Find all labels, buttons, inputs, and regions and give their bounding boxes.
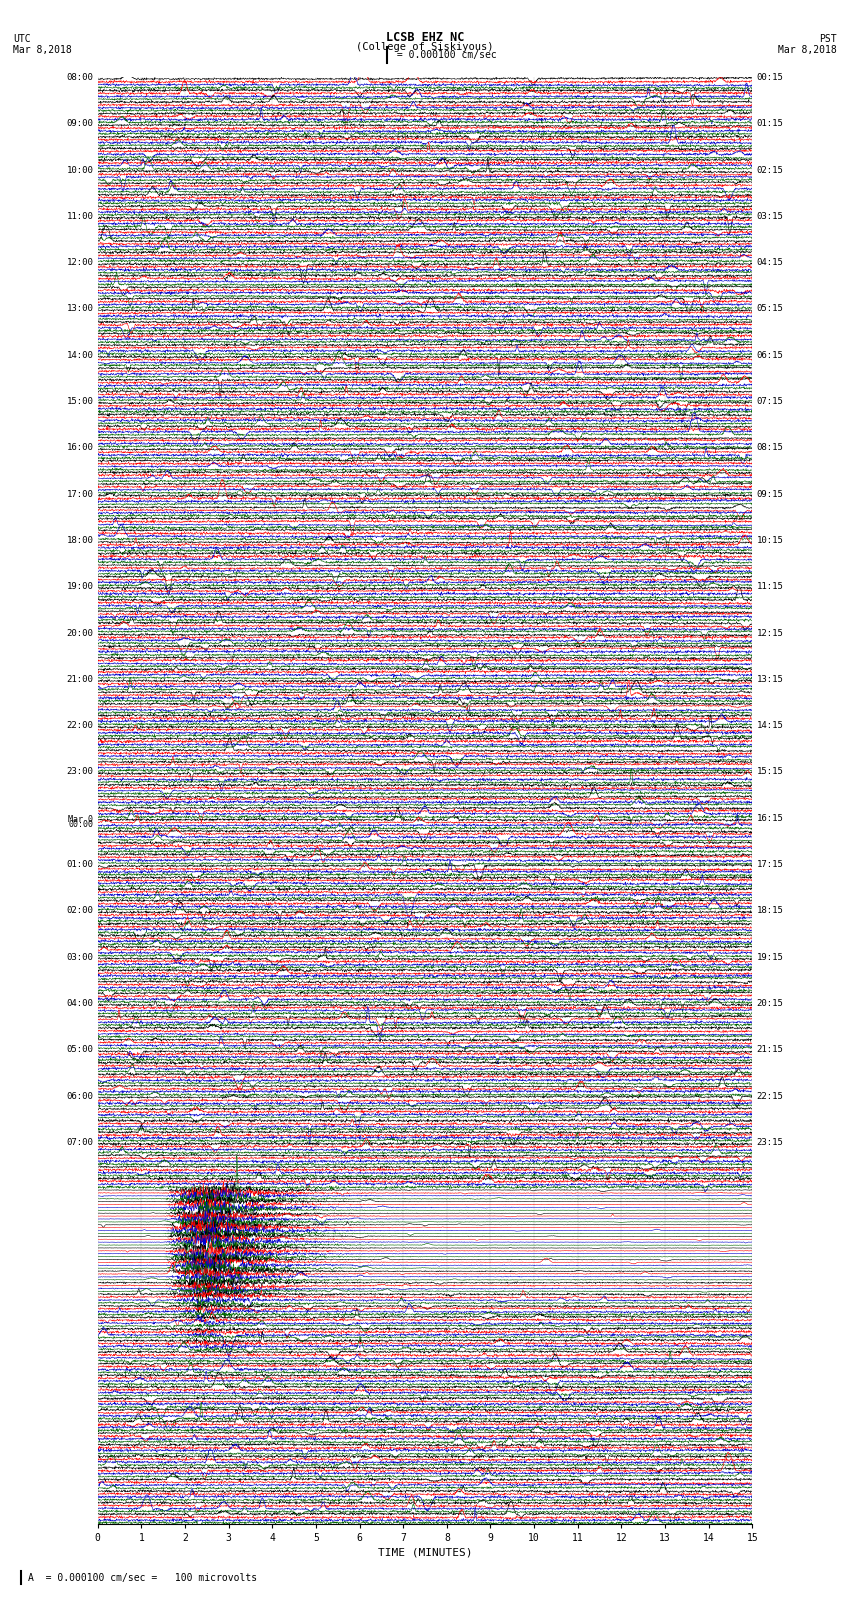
Text: 05:15: 05:15 [756, 305, 784, 313]
Text: 20:00: 20:00 [66, 629, 94, 637]
Text: 22:00: 22:00 [66, 721, 94, 731]
Text: UTC: UTC [13, 34, 31, 44]
Text: 10:15: 10:15 [756, 536, 784, 545]
Text: (College of Siskiyous): (College of Siskiyous) [356, 42, 494, 52]
Text: Mar 8,2018: Mar 8,2018 [779, 45, 837, 55]
Text: LCSB EHZ NC: LCSB EHZ NC [386, 31, 464, 44]
Text: 16:15: 16:15 [756, 813, 784, 823]
Text: 01:00: 01:00 [66, 860, 94, 869]
Text: 15:00: 15:00 [66, 397, 94, 406]
Text: 12:15: 12:15 [756, 629, 784, 637]
Text: = 0.000100 cm/sec: = 0.000100 cm/sec [391, 50, 496, 60]
Text: 15:15: 15:15 [756, 768, 784, 776]
Text: 09:00: 09:00 [66, 119, 94, 127]
Text: PST: PST [819, 34, 837, 44]
Text: 14:15: 14:15 [756, 721, 784, 731]
X-axis label: TIME (MINUTES): TIME (MINUTES) [377, 1547, 473, 1558]
Text: 19:00: 19:00 [66, 582, 94, 592]
Text: 13:15: 13:15 [756, 674, 784, 684]
Text: 05:00: 05:00 [66, 1045, 94, 1055]
Text: 03:00: 03:00 [66, 953, 94, 961]
Text: 23:15: 23:15 [756, 1137, 784, 1147]
Text: 07:00: 07:00 [66, 1137, 94, 1147]
Text: 00:15: 00:15 [756, 73, 784, 82]
Text: 20:15: 20:15 [756, 998, 784, 1008]
Text: 18:15: 18:15 [756, 907, 784, 915]
Text: 00:00: 00:00 [69, 819, 94, 829]
Text: 06:15: 06:15 [756, 350, 784, 360]
Text: 10:00: 10:00 [66, 166, 94, 174]
Text: 22:15: 22:15 [756, 1092, 784, 1100]
Text: 21:15: 21:15 [756, 1045, 784, 1055]
Text: 21:00: 21:00 [66, 674, 94, 684]
Text: Mar 0: Mar 0 [69, 815, 94, 824]
Text: 06:00: 06:00 [66, 1092, 94, 1100]
Text: 17:15: 17:15 [756, 860, 784, 869]
Text: 19:15: 19:15 [756, 953, 784, 961]
Text: 01:15: 01:15 [756, 119, 784, 127]
Text: 23:00: 23:00 [66, 768, 94, 776]
Text: 07:15: 07:15 [756, 397, 784, 406]
Text: 16:00: 16:00 [66, 444, 94, 452]
Text: 04:00: 04:00 [66, 998, 94, 1008]
Text: 18:00: 18:00 [66, 536, 94, 545]
Text: 03:15: 03:15 [756, 211, 784, 221]
Text: 04:15: 04:15 [756, 258, 784, 268]
Text: 14:00: 14:00 [66, 350, 94, 360]
Text: 08:00: 08:00 [66, 73, 94, 82]
Text: A  = 0.000100 cm/sec =   100 microvolts: A = 0.000100 cm/sec = 100 microvolts [28, 1573, 258, 1582]
Text: 11:15: 11:15 [756, 582, 784, 592]
Text: 13:00: 13:00 [66, 305, 94, 313]
Text: 08:15: 08:15 [756, 444, 784, 452]
Text: 11:00: 11:00 [66, 211, 94, 221]
Text: 02:00: 02:00 [66, 907, 94, 915]
Text: Mar 8,2018: Mar 8,2018 [13, 45, 71, 55]
Text: 02:15: 02:15 [756, 166, 784, 174]
Text: 17:00: 17:00 [66, 490, 94, 498]
Text: 09:15: 09:15 [756, 490, 784, 498]
Text: 12:00: 12:00 [66, 258, 94, 268]
